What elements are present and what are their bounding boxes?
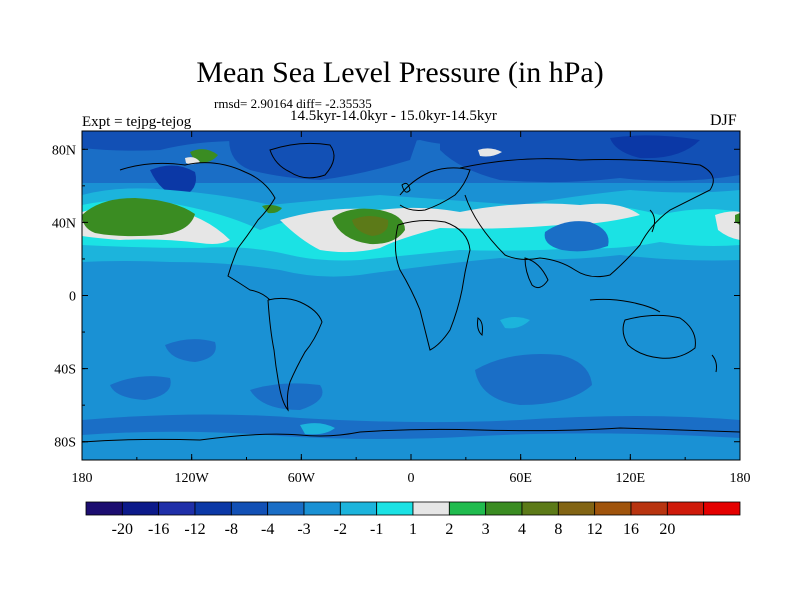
- coast-europe: [399, 167, 471, 211]
- colorbar-swatch: [630, 501, 668, 516]
- colorbar-swatch: [267, 501, 305, 516]
- colorbar-swatch: [521, 501, 559, 516]
- field-south-atlantic-patch: [250, 383, 323, 410]
- coastlines: [82, 142, 740, 443]
- field-antarctic-cyan-patch: [300, 423, 335, 435]
- field-east-pacific-grey: [715, 211, 740, 240]
- lat-tick-label: 80S: [54, 436, 76, 451]
- lon-tick-label: 180: [730, 471, 751, 486]
- coast-australia: [622, 314, 696, 359]
- field-siberia-core: [610, 135, 700, 159]
- colorbar-swatch: [557, 501, 596, 516]
- colorbar-swatch: [303, 501, 341, 516]
- figure-title: Mean Sea Level Pressure (in hPa): [196, 56, 604, 89]
- coast-asia: [459, 158, 714, 278]
- field-arctic-grey-patch-2: [478, 148, 502, 157]
- colorbar-label: 8: [554, 521, 562, 538]
- field-south-pacific-patch-2: [110, 376, 171, 400]
- lat-tick-label: 80N: [52, 143, 76, 158]
- colorbar-swatch: [194, 501, 232, 516]
- lon-tick-label: 0: [408, 471, 415, 486]
- colorbar-label: -12: [184, 521, 205, 538]
- field-asia-low: [544, 221, 609, 252]
- coast-new-zealand: [711, 354, 717, 373]
- colorbar-label: -2: [334, 521, 347, 538]
- coast-indonesia: [589, 298, 661, 313]
- field-arctic-grey-patch: [185, 157, 200, 165]
- field-antarctic-band: [82, 431, 740, 460]
- colorbar-label: 2: [445, 521, 453, 538]
- map-axes: 180 120W 60W 0 60E 120E 180 80N 40N 0 40S 80S: [52, 131, 751, 486]
- lon-tick-label: 60E: [509, 471, 532, 486]
- colorbar-swatch: [485, 501, 523, 516]
- colorbar-label: 1: [409, 521, 417, 538]
- coast-madagascar: [477, 317, 483, 336]
- field-indian-ocean-patch: [475, 354, 592, 405]
- field-alaska-core: [150, 165, 196, 198]
- colorbar-swatch: [448, 501, 487, 516]
- colorbar-swatch: [376, 501, 414, 516]
- lon-tick-label: 60W: [288, 471, 316, 486]
- colorbar-label: -16: [148, 521, 169, 538]
- colorbar-swatch: [666, 501, 705, 516]
- colorbar-label: -1: [370, 521, 383, 538]
- coast-north-america: [119, 162, 276, 301]
- field-atlantic-high-core: [352, 216, 389, 236]
- field-indian-cyan-patch: [500, 317, 530, 329]
- coast-uk: [401, 182, 411, 193]
- coast-japan: [649, 209, 656, 233]
- colorbar-swatch: [158, 501, 196, 516]
- lon-tick-label: 180: [72, 471, 93, 486]
- colorbar-label: 4: [518, 521, 526, 538]
- lat-tick-label: 40S: [54, 363, 76, 378]
- colorbar-swatch: [121, 501, 160, 516]
- colorbar-label: -8: [225, 521, 238, 538]
- coast-south-america: [267, 297, 323, 412]
- colorbar-label: 3: [482, 521, 490, 538]
- coast-africa: [394, 220, 471, 351]
- colorbar-label: 20: [659, 521, 675, 538]
- colorbar-swatch: [412, 501, 450, 516]
- coast-greenland: [269, 142, 335, 179]
- colorbar-swatch: [230, 501, 269, 516]
- period-line: 14.5kyr-14.0kyr - 15.0kyr-14.5kyr: [290, 108, 497, 124]
- field-newfoundland-high: [262, 204, 282, 214]
- lon-tick-label: 120W: [175, 471, 210, 486]
- coast-antarctica: [82, 427, 740, 443]
- colorbar-swatch: [85, 501, 123, 516]
- pressure-field: [82, 131, 740, 460]
- colorbar-label: -4: [261, 521, 274, 538]
- stats-line: rmsd= 2.90164 diff= -2.35535: [214, 96, 372, 111]
- lon-tick-label: 120E: [616, 471, 646, 486]
- colorbar-swatch: [339, 501, 378, 516]
- experiment-label: Expt = tejpg-tejog: [82, 114, 192, 130]
- field-south-pacific-patch: [165, 339, 216, 362]
- colorbar-swatch: [594, 501, 632, 516]
- colorbar-swatch: [703, 501, 741, 516]
- colorbar-label: 16: [623, 521, 639, 538]
- colorbar: -20 -16 -12 -8 -4 -3 -2 -1 1 2 3 4 8 12 16 20: [85, 501, 741, 538]
- field-greenland-low: [229, 131, 420, 180]
- field-siberia-low: [440, 131, 740, 183]
- field-pacific-high-green: [82, 198, 195, 237]
- lat-tick-label: 0: [69, 290, 76, 305]
- season-label: DJF: [710, 112, 737, 129]
- colorbar-label: -3: [297, 521, 310, 538]
- colorbar-label: -20: [112, 521, 133, 538]
- coast-india: [524, 257, 549, 289]
- colorbar-label: 12: [587, 521, 603, 538]
- lat-tick-label: 40N: [52, 216, 76, 231]
